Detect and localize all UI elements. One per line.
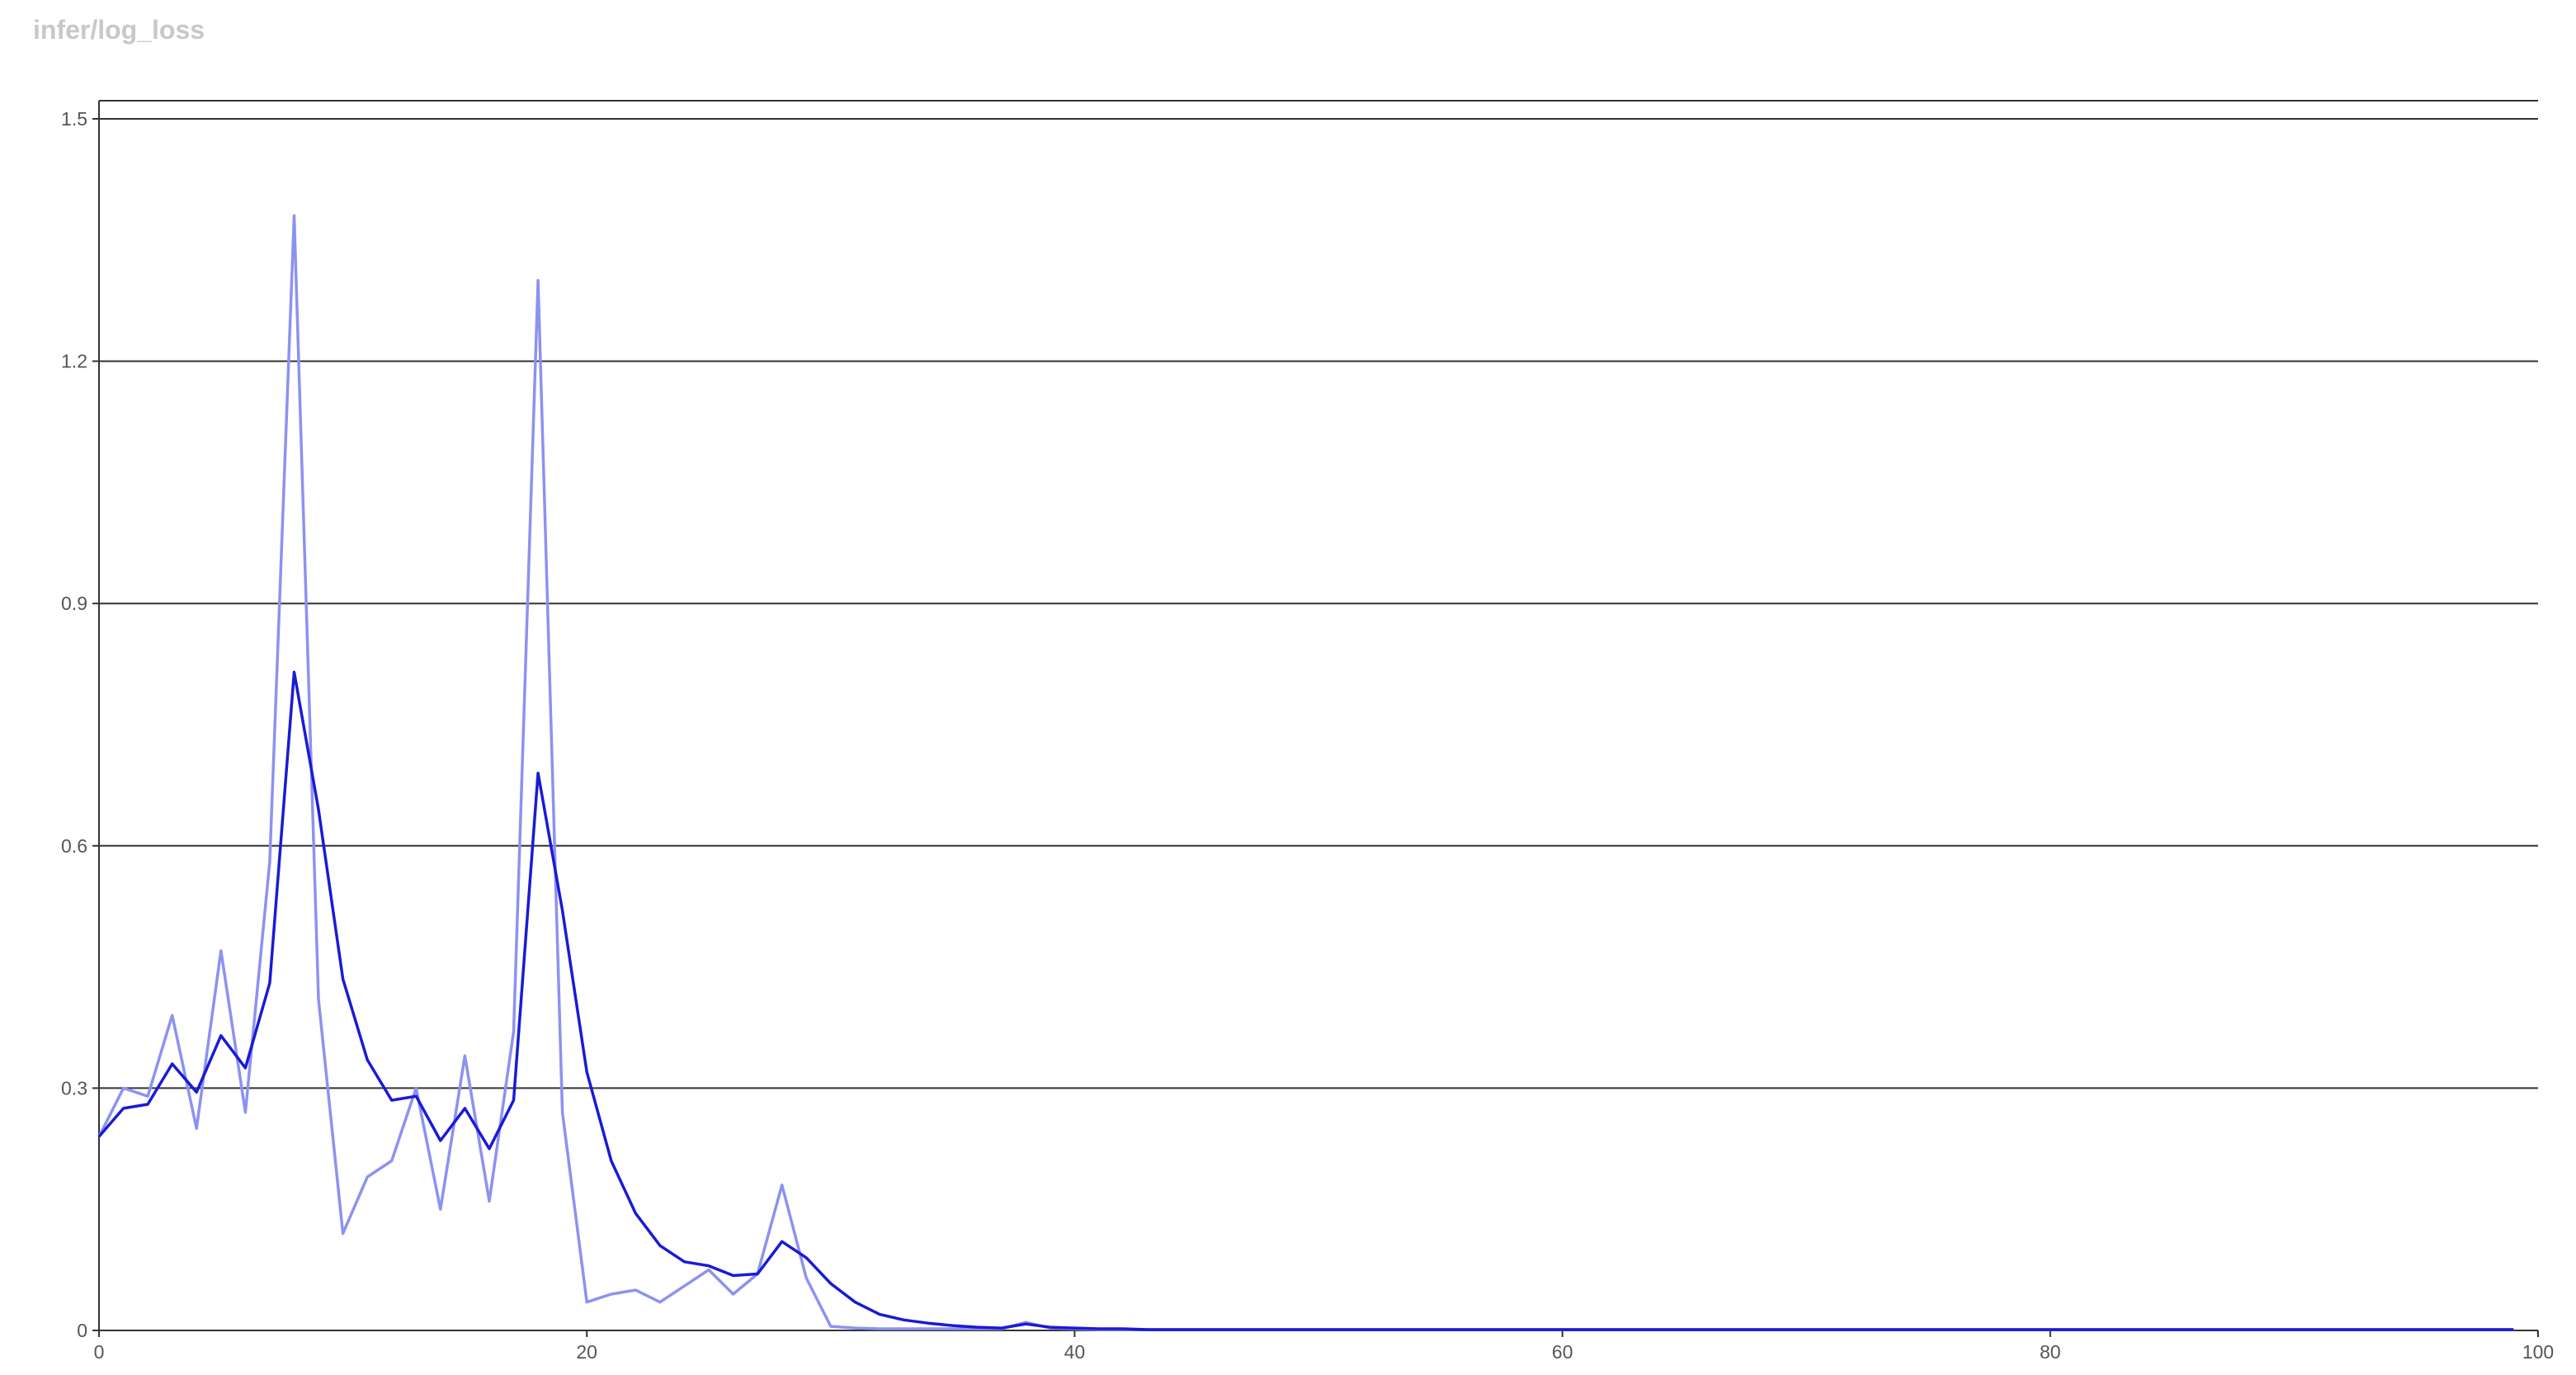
y-tick-label: 1.2 bbox=[61, 351, 87, 372]
series-line-smoothed bbox=[97, 670, 2514, 1331]
y-tick-label: 0.6 bbox=[61, 835, 87, 857]
x-tick-label: 80 bbox=[2040, 1341, 2061, 1363]
series-lines bbox=[97, 214, 2514, 1331]
chart-title: infer/log_loss bbox=[33, 15, 205, 45]
y-tick-label: 0 bbox=[77, 1320, 87, 1341]
x-tick-label: 0 bbox=[94, 1341, 105, 1363]
x-tick-label: 60 bbox=[1552, 1341, 1573, 1363]
tick-labels: 0 0.3 0.6 0.9 1.2 1.5 0 20 40 60 80 100 bbox=[61, 108, 2554, 1363]
x-tick-label: 40 bbox=[1064, 1341, 1086, 1363]
series-line-raw bbox=[97, 214, 2514, 1331]
x-tick-label: 100 bbox=[2522, 1341, 2554, 1363]
y-tick-label: 0.9 bbox=[61, 593, 87, 614]
axes bbox=[92, 100, 2539, 1337]
grid-lines bbox=[99, 118, 2538, 1089]
y-tick-label: 1.5 bbox=[61, 108, 87, 130]
y-tick-label: 0.3 bbox=[61, 1077, 87, 1099]
x-tick-label: 20 bbox=[576, 1341, 597, 1363]
